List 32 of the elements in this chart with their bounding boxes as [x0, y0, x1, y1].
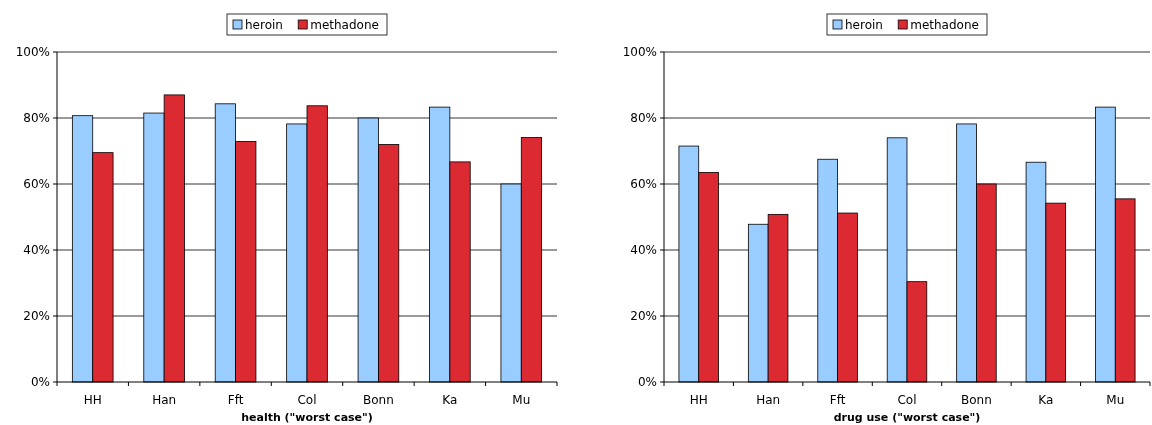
y-tick-label: 100%: [622, 45, 657, 60]
y-tick-label: 20%: [23, 309, 50, 324]
x-tick-label: Fft: [227, 393, 244, 407]
x-tick-label: Ka: [442, 393, 458, 407]
y-tick-label: 80%: [23, 111, 50, 126]
y-tick-label: 40%: [630, 243, 657, 258]
y-tick-label: 100%: [15, 45, 50, 60]
x-tick-label: Col: [297, 393, 317, 407]
x-tick-label: Bonn: [961, 393, 992, 407]
y-tick-label: 20%: [630, 309, 657, 324]
legend-label: methadone: [910, 18, 979, 32]
y-tick-label: 40%: [23, 243, 50, 258]
x-tick-label: HH: [83, 393, 102, 407]
y-tick-label: 80%: [630, 111, 657, 126]
x-tick-label: Ka: [1038, 393, 1054, 407]
y-tick-label: 0%: [30, 375, 50, 390]
x-tick-label: Han: [756, 393, 781, 407]
y-tick-label: 60%: [630, 177, 657, 192]
y-tick-label: 0%: [637, 375, 657, 390]
x-tick-label: Col: [897, 393, 917, 407]
x-tick-label: Fft: [829, 393, 846, 407]
x-tick-label: Bonn: [363, 393, 394, 407]
x-tick-label: Han: [152, 393, 177, 407]
x-axis-title: drug use ("worst case"): [833, 411, 981, 424]
x-axis-title: health ("worst case"): [241, 411, 373, 424]
legend-label: heroin: [845, 18, 883, 32]
y-tick-label: 60%: [23, 177, 50, 192]
x-tick-label: HH: [689, 393, 708, 407]
x-tick-label: Mu: [1106, 393, 1125, 407]
legend-label: methadone: [310, 18, 379, 32]
legend-label: heroin: [245, 18, 283, 32]
x-tick-label: Mu: [512, 393, 531, 407]
